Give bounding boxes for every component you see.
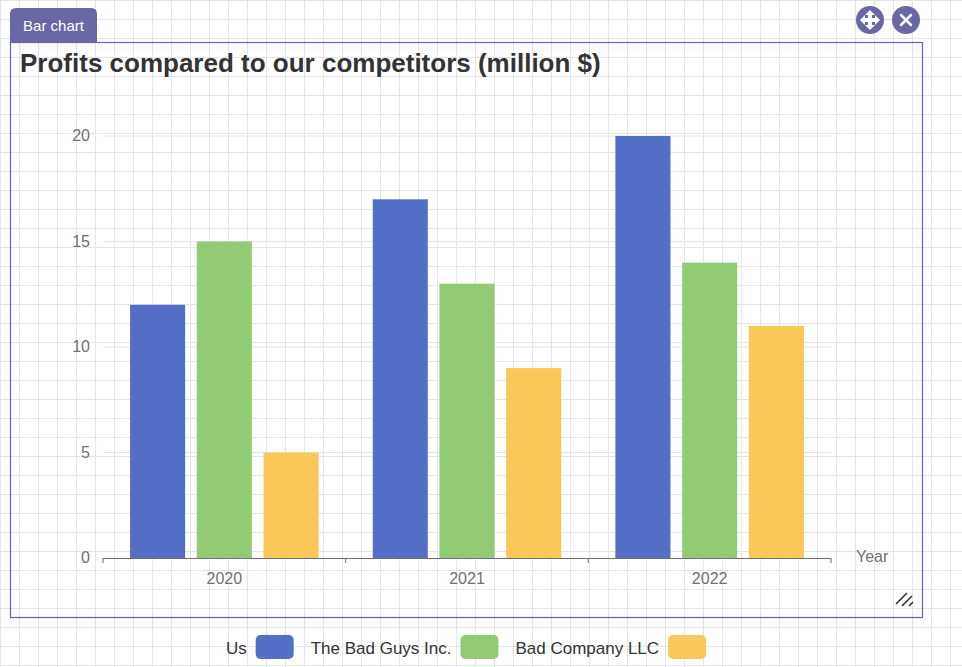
panel bbox=[11, 43, 923, 618]
bars bbox=[130, 136, 804, 558]
x-axis-label: Year bbox=[856, 548, 889, 565]
move-button[interactable] bbox=[856, 6, 884, 34]
close-circle bbox=[892, 6, 920, 34]
x-tick-label: 2020 bbox=[207, 570, 243, 587]
x-axis-line bbox=[103, 558, 831, 559]
bar bbox=[197, 242, 252, 559]
legend-label: Us bbox=[226, 639, 247, 658]
y-tick-label: 0 bbox=[81, 549, 90, 566]
legend-label: Bad Company LLC bbox=[515, 639, 659, 658]
grid-line bbox=[103, 136, 831, 137]
bar bbox=[749, 326, 804, 558]
y-tick-label: 10 bbox=[72, 338, 90, 355]
legend-label: The Bad Guys Inc. bbox=[311, 639, 452, 658]
y-tick-label: 15 bbox=[72, 233, 90, 250]
x-tick bbox=[103, 558, 104, 563]
bar bbox=[264, 453, 319, 559]
bar bbox=[439, 284, 494, 558]
move-circle bbox=[856, 6, 884, 34]
bar bbox=[682, 263, 737, 558]
x-tick-label: 2022 bbox=[692, 570, 728, 587]
move-arrows bbox=[860, 10, 880, 30]
legend: Us The Bad Guys Inc. Bad Company LLC bbox=[226, 635, 706, 659]
page: Bar chart Profits compared to our competi… bbox=[0, 0, 962, 667]
x-tick bbox=[831, 558, 832, 563]
x-tick bbox=[345, 558, 346, 563]
bar bbox=[506, 368, 561, 558]
legend-swatch bbox=[668, 635, 706, 659]
y-tick-label: 20 bbox=[72, 127, 90, 144]
panel-tag bbox=[10, 8, 97, 42]
x-tick bbox=[588, 558, 589, 563]
y-tick-label: 5 bbox=[81, 444, 90, 461]
close-button[interactable] bbox=[892, 6, 920, 34]
bar bbox=[373, 199, 428, 558]
legend-swatch bbox=[460, 635, 498, 659]
close-cross bbox=[901, 15, 911, 25]
bar bbox=[615, 136, 670, 558]
bar bbox=[130, 305, 185, 558]
move-bar bbox=[865, 18, 875, 22]
resize-handle bbox=[896, 593, 913, 606]
panel-tag-label: Bar chart bbox=[23, 17, 85, 34]
x-tick-label: 2021 bbox=[449, 570, 485, 587]
legend-swatch bbox=[256, 635, 294, 659]
chart-title: Profits compared to our competitors (mil… bbox=[20, 48, 601, 78]
